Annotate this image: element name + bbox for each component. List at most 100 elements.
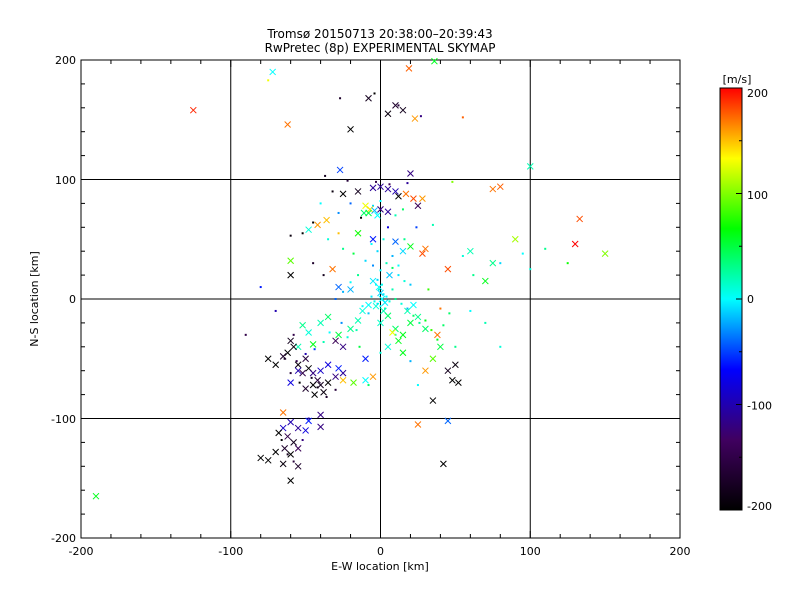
data-point-x: [290, 343, 297, 351]
data-point-x: [305, 329, 312, 336]
data-point-x: [275, 429, 283, 437]
data-point-dot: [427, 288, 430, 291]
data-point-x-stroke: [305, 226, 312, 234]
data-point-x-stroke: [378, 295, 386, 303]
data-point-dot: [379, 269, 382, 272]
data-point-x-stroke: [431, 57, 438, 65]
data-point-x-stroke: [384, 312, 392, 320]
data-point-x-stroke: [444, 367, 452, 375]
data-point-x: [339, 343, 347, 351]
data-point-x-stroke: [371, 207, 378, 214]
data-point-dot: [259, 286, 262, 289]
data-point-x-stroke: [314, 221, 321, 229]
data-point-dot: [415, 226, 418, 229]
data-point-x-stroke: [359, 307, 366, 315]
data-point-x: [365, 209, 372, 217]
data-point-dot: [375, 180, 378, 183]
data-point-dot: [319, 202, 322, 205]
data-point-x: [399, 349, 407, 357]
data-point-x: [350, 379, 357, 387]
data-point-dot: [436, 338, 439, 341]
data-point-x-stroke: [452, 361, 459, 369]
data-point-dot: [267, 79, 270, 82]
data-point-dot: [391, 288, 394, 291]
colorbar-tick-label: -100: [747, 400, 772, 413]
data-point-x: [287, 477, 295, 484]
data-point-dot: [406, 182, 409, 185]
data-point-x: [576, 215, 584, 223]
data-point-dot: [424, 319, 427, 322]
data-point-x: [434, 331, 441, 339]
data-point-dot: [298, 381, 301, 384]
data-point-x: [414, 202, 422, 210]
data-point-x: [309, 341, 317, 348]
data-point-x: [369, 184, 377, 192]
data-point-x-stroke: [320, 388, 327, 396]
data-point-x-stroke: [571, 240, 579, 248]
data-point-dot: [439, 307, 442, 310]
data-point-dot: [324, 174, 327, 177]
data-point-x-stroke: [350, 379, 357, 387]
data-point-x-stroke: [407, 319, 414, 327]
data-point-x-stroke: [311, 391, 318, 398]
data-point-x: [279, 409, 287, 416]
data-point-x: [377, 206, 384, 213]
data-point-x-stroke: [335, 364, 342, 372]
data-point-x-stroke: [411, 115, 419, 122]
data-point-x: [269, 68, 277, 76]
data-point-x: [399, 247, 407, 255]
x-tick-label: -200: [69, 545, 94, 558]
data-point-x-stroke: [407, 170, 414, 177]
data-point-x-stroke: [294, 445, 302, 452]
data-point-x: [264, 456, 272, 464]
data-point-x-stroke: [294, 361, 302, 369]
data-point-x: [354, 317, 362, 324]
axis-ticks: [80, 59, 681, 539]
data-point-dot: [292, 333, 295, 336]
data-point-x: [287, 257, 295, 265]
data-point-x: [347, 125, 354, 133]
data-point-x-stroke: [365, 209, 372, 217]
data-point-x-stroke: [369, 235, 377, 243]
data-point-x-stroke: [384, 208, 392, 216]
data-point-x-stroke: [354, 229, 362, 237]
data-point-x: [339, 190, 347, 198]
x-tick-label: -100: [218, 545, 243, 558]
data-point-x: [496, 183, 504, 191]
data-point-x: [287, 337, 295, 345]
data-point-dot: [431, 223, 434, 226]
data-point-x-stroke: [317, 411, 324, 419]
data-point-dot: [349, 202, 352, 205]
data-point-dot: [383, 307, 386, 310]
data-point-dot: [289, 372, 292, 375]
data-point-x-stroke: [284, 121, 292, 128]
data-point-x-stroke: [414, 313, 422, 321]
data-point-x: [332, 337, 339, 345]
data-point-x: [287, 450, 295, 458]
data-point-x-stroke: [392, 238, 399, 245]
data-point-x-stroke: [290, 439, 297, 446]
data-point-x-stroke: [489, 185, 497, 193]
data-point-x-stroke: [269, 68, 277, 76]
data-point-dot: [484, 321, 487, 324]
data-point-x: [429, 397, 437, 404]
data-point-x: [452, 361, 459, 369]
data-point-x: [419, 195, 426, 202]
data-point-x: [407, 170, 414, 177]
data-point-x: [279, 460, 287, 468]
data-point-dot: [349, 281, 352, 284]
data-point-dot: [454, 345, 457, 348]
data-point-x: [287, 271, 295, 279]
data-point-dot: [280, 439, 283, 442]
data-point-x: [399, 106, 407, 114]
data-point-dot: [327, 238, 330, 241]
data-point-x-stroke: [279, 460, 287, 468]
data-point-x-stroke: [392, 188, 399, 195]
data-point-x: [381, 299, 389, 306]
data-point-x-stroke: [362, 355, 369, 363]
data-point-x: [455, 379, 462, 387]
data-point-x: [410, 195, 417, 202]
colorbar-ticks: [736, 87, 742, 511]
data-point-dot: [400, 302, 403, 305]
data-point-x: [329, 265, 336, 273]
